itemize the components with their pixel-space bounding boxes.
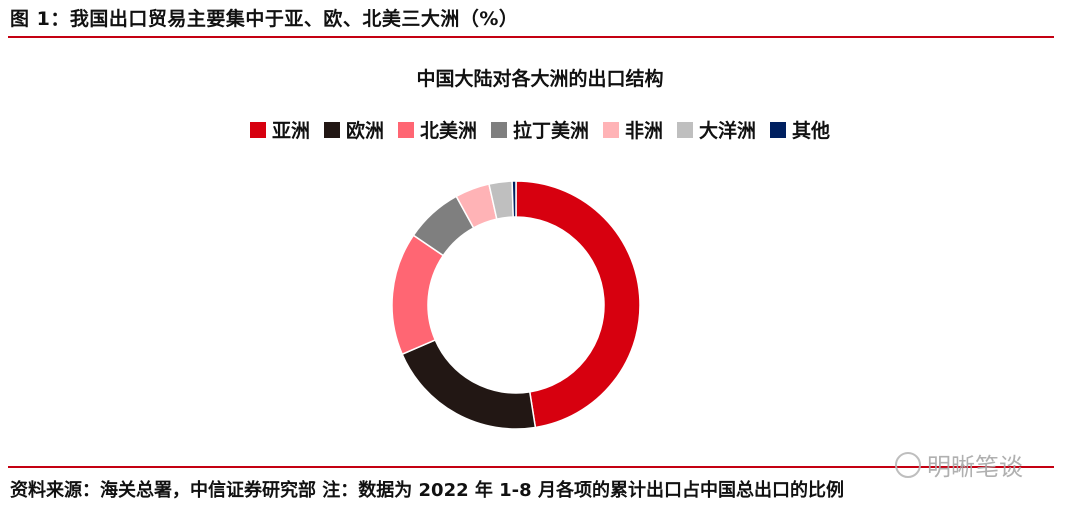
legend-label: 大洋洲: [699, 120, 757, 142]
legend-item-other: 其他: [770, 116, 830, 143]
watermark-text: 明晰笔谈: [927, 453, 1023, 481]
top-divider: [8, 36, 1054, 38]
donut-slice: [515, 180, 641, 429]
donut-slice: [511, 180, 517, 218]
legend-item-europe: 欧洲: [323, 116, 384, 143]
chart-legend: 亚洲 欧洲 北美洲 拉丁美洲 非洲 大洋洲 其他: [0, 116, 1080, 143]
legend-swatch: [249, 121, 266, 138]
legend-item-asia: 亚洲: [249, 116, 310, 143]
source-note: 资料来源：海关总署，中信证券研究部 注：数据为 2022 年 1-8 月各项的累…: [10, 480, 844, 501]
wechat-icon: [895, 452, 921, 478]
figure-title: 图 1：我国出口贸易主要集中于亚、欧、北美三大洲（%）: [10, 8, 519, 30]
legend-label: 非洲: [625, 120, 664, 142]
legend-label: 北美洲: [419, 120, 477, 142]
legend-swatch: [490, 121, 507, 138]
legend-label: 拉丁美洲: [512, 120, 589, 142]
donut-slice: [401, 338, 537, 430]
donut-slice: [391, 234, 445, 356]
watermark: 明晰笔谈: [895, 447, 1023, 482]
legend-item-latin-america: 拉丁美洲: [490, 116, 589, 143]
legend-label: 亚洲: [271, 120, 310, 142]
legend-item-africa: 非洲: [603, 116, 663, 143]
legend-swatch: [603, 121, 619, 138]
legend-label: 欧洲: [345, 120, 384, 142]
legend-swatch: [770, 121, 787, 138]
legend-item-north-america: 北美洲: [397, 116, 477, 143]
legend-swatch: [323, 121, 340, 138]
legend-swatch: [397, 121, 414, 138]
bottom-divider: [8, 466, 1054, 468]
legend-item-oceania: 大洋洲: [677, 116, 756, 143]
legend-label: 其他: [792, 120, 831, 142]
chart-title: 中国大陆对各大洲的出口结构: [416, 68, 664, 90]
legend-swatch: [677, 121, 694, 138]
